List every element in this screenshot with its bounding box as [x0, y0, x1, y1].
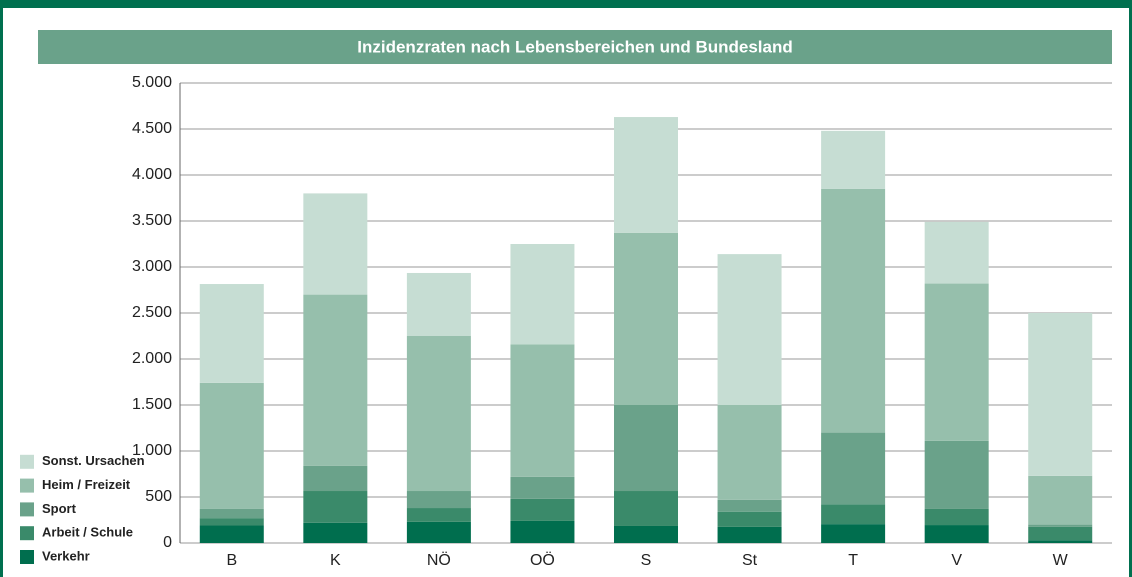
legend-swatch — [20, 454, 34, 469]
bar-segment — [717, 254, 782, 405]
bar-segment — [717, 526, 782, 543]
bar-segment — [717, 405, 782, 500]
y-tick-label: 1.500 — [132, 396, 172, 413]
bar-segment — [303, 491, 368, 523]
bar-segment — [821, 504, 886, 525]
bar-segment — [1028, 313, 1093, 476]
x-tick-label: St — [742, 552, 758, 569]
left-border — [0, 0, 3, 577]
legend-swatch — [20, 526, 34, 541]
bar-segment — [406, 272, 471, 336]
bar-segment — [199, 525, 264, 543]
bar-segment — [1028, 526, 1093, 541]
bar-segment — [199, 382, 264, 509]
y-tick-label: 3.000 — [132, 258, 172, 275]
bar-segment — [924, 525, 989, 543]
bar-segment — [1028, 524, 1093, 527]
right-border — [1129, 0, 1132, 577]
legend-swatch — [20, 478, 34, 493]
legend-label: Sonst. Ursachen — [42, 453, 145, 468]
y-tick-label: 2.000 — [132, 350, 172, 367]
bar-segment — [303, 294, 368, 466]
x-tick-label: W — [1053, 552, 1069, 569]
bar-segment — [924, 283, 989, 441]
x-tick-label: OÖ — [530, 551, 555, 569]
legend-swatch — [20, 550, 34, 564]
bar-segment — [510, 520, 575, 543]
bar-segment — [1028, 475, 1093, 525]
y-tick-label: 0 — [163, 534, 172, 551]
x-tick-label: B — [226, 552, 237, 569]
y-tick-label: 3.500 — [132, 212, 172, 229]
bar-segment — [924, 221, 989, 284]
legend-label: Sport — [42, 501, 77, 516]
bar-segment — [614, 405, 678, 492]
bar-segment — [406, 508, 471, 522]
bar-segment — [821, 188, 886, 433]
y-tick-label: 1.000 — [132, 442, 172, 459]
bar-segment — [924, 440, 989, 509]
top-band — [0, 0, 1132, 8]
bar-segment — [717, 499, 782, 512]
legend-label: Heim / Freizeit — [42, 477, 131, 492]
bar-segment — [406, 521, 471, 543]
bar-segment — [614, 232, 678, 405]
x-tick-label: S — [641, 552, 652, 569]
bar-segment — [199, 508, 264, 519]
bar-segment — [924, 508, 989, 526]
bar-segment — [303, 465, 368, 492]
y-tick-label: 2.500 — [132, 304, 172, 321]
bar-segment — [717, 511, 782, 527]
bar-segment — [199, 284, 264, 383]
x-tick-label: K — [330, 552, 341, 569]
x-tick-label: V — [951, 552, 962, 569]
bar-segment — [510, 244, 575, 345]
title-bar — [38, 30, 1112, 64]
bar-segment — [821, 432, 886, 505]
bar-segment — [614, 491, 678, 526]
legend-label: Arbeit / Schule — [42, 525, 133, 540]
x-tick-label: NÖ — [427, 551, 451, 569]
legend-swatch — [20, 502, 34, 517]
bar-segment — [614, 117, 678, 233]
bar-segment — [303, 193, 368, 295]
chart-title: Inzidenzraten nach Lebensbereichen und B… — [357, 37, 792, 56]
bar-segment — [1028, 540, 1093, 543]
y-tick-label: 4.000 — [132, 166, 172, 183]
bar-segment — [406, 491, 471, 509]
bar-segment — [510, 498, 575, 521]
y-tick-label: 500 — [145, 488, 172, 505]
x-tick-label: T — [848, 552, 858, 569]
y-tick-label: 5.000 — [132, 74, 172, 91]
bar-segment — [614, 525, 678, 543]
bar-segment — [510, 344, 575, 477]
y-tick-label: 4.500 — [132, 120, 172, 137]
legend-label: Verkehr — [42, 548, 90, 563]
bar-segment — [821, 524, 886, 543]
bar-segment — [406, 336, 471, 492]
bar-segment — [821, 130, 886, 189]
bar-segment — [199, 518, 264, 526]
bar-segment — [510, 476, 575, 499]
bar-segment — [303, 522, 368, 543]
